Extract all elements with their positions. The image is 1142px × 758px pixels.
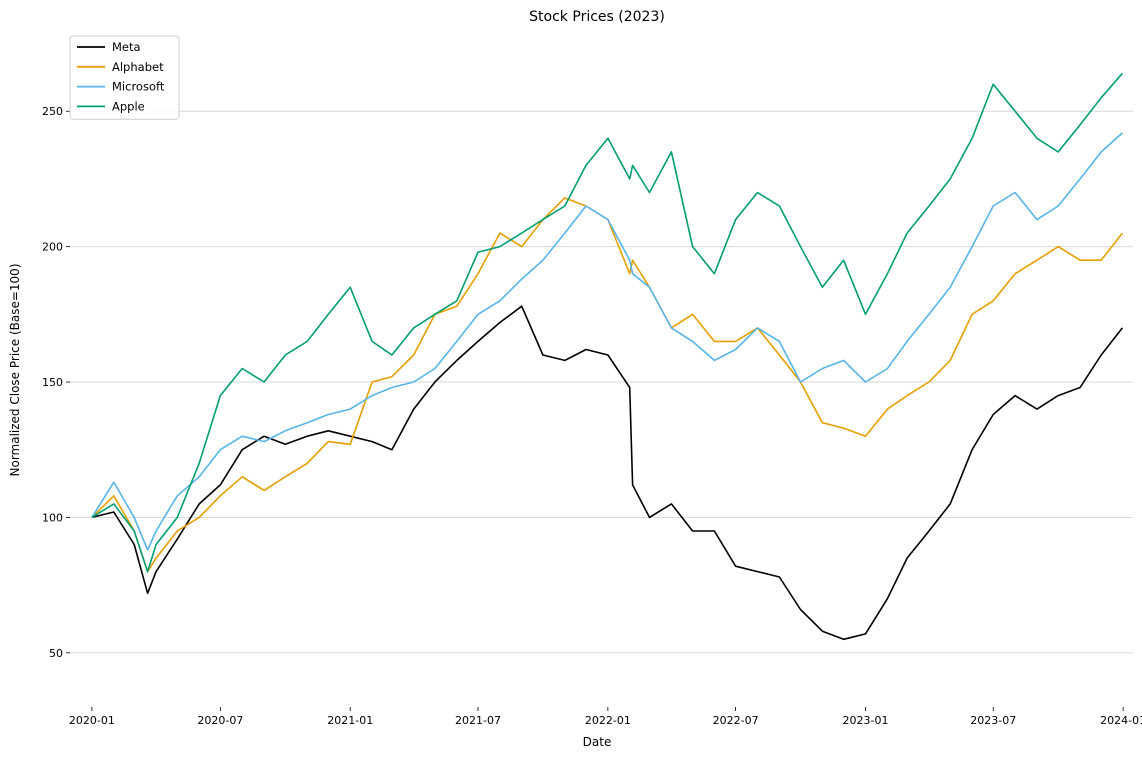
y-tick-label: 50 <box>49 647 63 660</box>
series-line-meta <box>91 305 1124 641</box>
legend-label: Microsoft <box>112 80 165 94</box>
series-lines <box>91 72 1124 641</box>
y-tick-label: 200 <box>42 241 63 254</box>
x-tick-label: 2023-01 <box>843 714 889 727</box>
x-tick-label: 2021-01 <box>327 714 373 727</box>
legend-box <box>69 35 180 120</box>
x-tick-label: 2024-01 <box>1100 714 1142 727</box>
x-tick-label: 2022-07 <box>713 714 759 727</box>
grid-lines <box>70 110 1133 654</box>
legend-label: Alphabet <box>112 60 164 74</box>
series-line-apple <box>91 72 1124 573</box>
y-axis-label: Normalized Close Price (Base=100) <box>8 264 22 477</box>
x-tick-label: 2020-07 <box>197 714 243 727</box>
legend: Meta Alphabet Microsoft Apple <box>69 35 180 120</box>
x-tick-label: 2020-01 <box>69 714 115 727</box>
legend-label: Meta <box>112 40 141 54</box>
x-axis-ticks: 2020-01 2020-07 2021-01 2021-07 2022-01 2022-… <box>69 707 1142 727</box>
x-tick-label: 2023-07 <box>970 714 1016 727</box>
y-tick-label: 250 <box>42 105 63 118</box>
x-axis-label: Date <box>583 735 612 749</box>
x-tick-label: 2022-01 <box>585 714 631 727</box>
y-tick-label: 100 <box>42 511 63 524</box>
chart-title: Stock Prices (2023) <box>529 9 665 25</box>
series-line-microsoft <box>91 132 1123 551</box>
legend-label: Apple <box>112 99 145 113</box>
x-tick-label: 2021-07 <box>455 714 501 727</box>
y-axis-ticks: 50 100 150 200 250 <box>42 105 70 660</box>
y-tick-label: 150 <box>42 376 63 389</box>
